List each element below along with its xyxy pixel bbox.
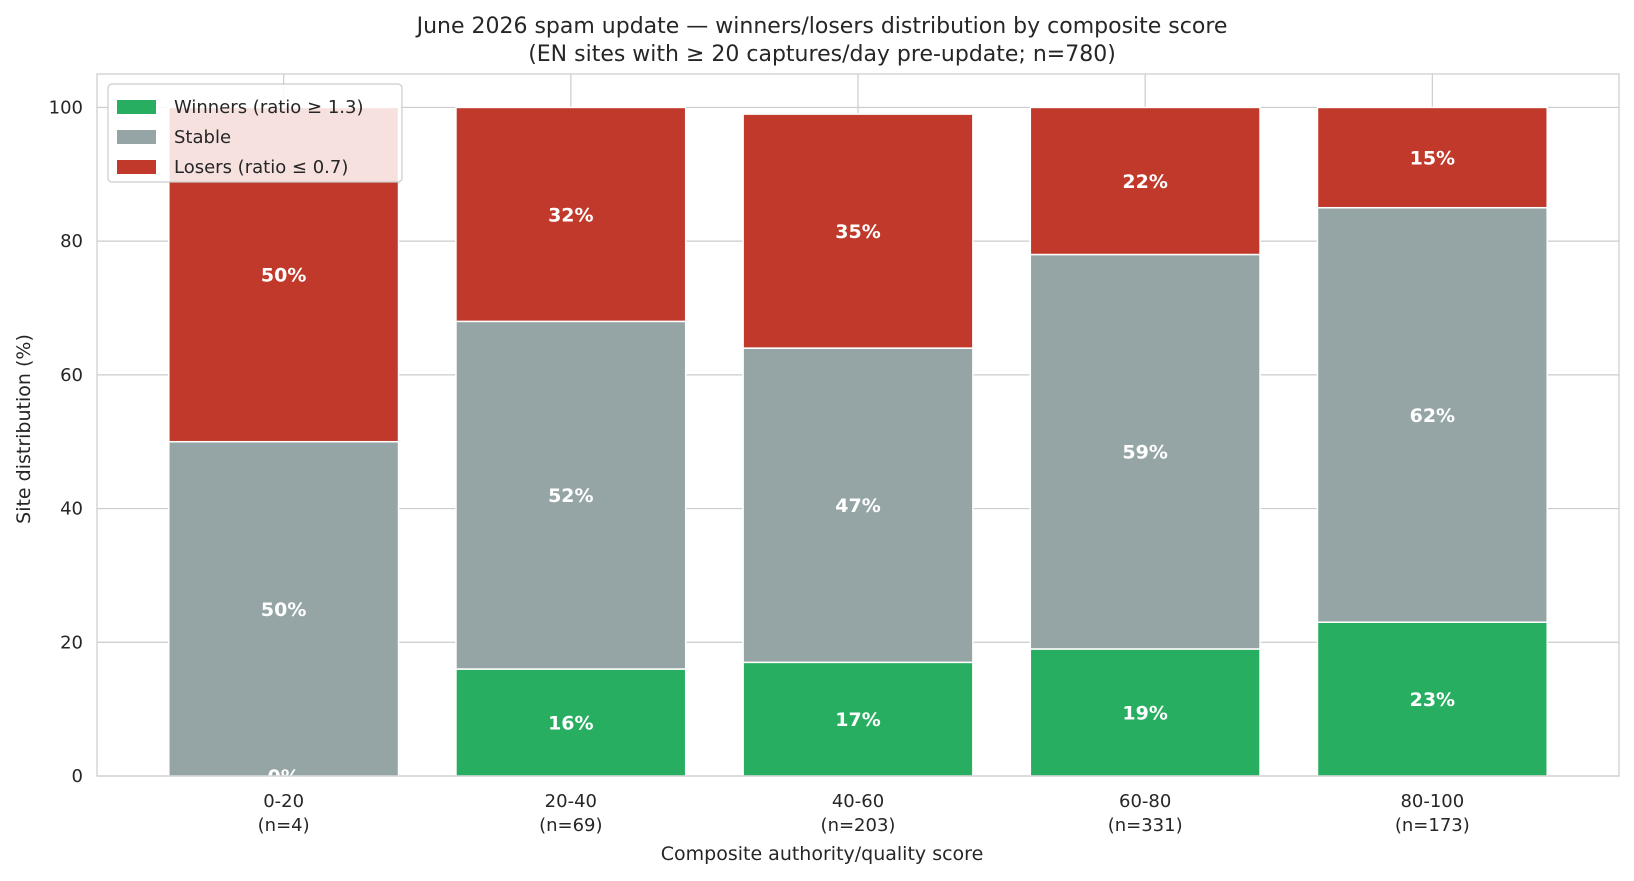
chart-subtitle: (EN sites with ≥ 20 captures/day pre-upd… (528, 42, 1116, 67)
x-ticks-layer: 0-20 (n=4) 20-40 (n=69) 40-60 (n=203) 60-80 (n=… (258, 791, 1470, 836)
x-tick-label: 20-40 (545, 791, 597, 812)
x-tick-label: 80-100 (1400, 791, 1464, 812)
plot-frame (96, 73, 1620, 777)
x-tick-count-label: (n=4) (258, 815, 310, 836)
bar-segment-losers (1316, 106, 1548, 209)
bar-segment-stable (168, 440, 400, 777)
bar-labels-layer: 0% 50% 50% 16% 52% 32% 17% 47% 35% 19% 59% 22% 23% 62… (261, 148, 1455, 788)
legend-entry-label: Losers (ratio ≤ 0.7) (174, 157, 348, 178)
bar-value-label: 52% (548, 485, 593, 507)
chart-title: June 2026 spam update — winners/losers d… (415, 14, 1228, 39)
x-tick-count-label: (n=331) (1108, 815, 1183, 836)
legend-swatch (117, 130, 156, 144)
y-tick-label: 80 (60, 231, 83, 252)
bar-value-label: 15% (1410, 148, 1455, 170)
y-tick-label: 100 (49, 97, 83, 118)
bar-value-label: 22% (1122, 171, 1167, 193)
bar-value-label: 35% (835, 221, 880, 243)
bar-segment-losers (1029, 106, 1261, 256)
bar-value-label: 47% (835, 495, 880, 517)
bars-layer (168, 106, 1548, 777)
bar-value-label: 23% (1410, 689, 1455, 711)
legend-entry-label: Stable (174, 127, 231, 148)
bar-segment-stable (1316, 206, 1548, 623)
bar-value-label: 50% (261, 599, 306, 621)
bar-value-label: 62% (1410, 405, 1455, 427)
bar-segment-losers (742, 113, 974, 349)
bar-segment-winners (455, 668, 687, 777)
bar-value-label: 32% (548, 204, 593, 226)
bar-segment-stable (742, 347, 974, 664)
legend-box (107, 83, 403, 183)
y-tick-label: 60 (60, 365, 83, 386)
y-tick-label: 40 (60, 499, 83, 520)
x-tick-label: 0-20 (263, 791, 304, 812)
x-tick-count-label: (n=173) (1395, 815, 1470, 836)
y-tick-label: 0 (72, 766, 83, 787)
x-tick-count-label: (n=69) (539, 815, 602, 836)
bar-segment-stable (455, 320, 687, 670)
bar-segment-losers (455, 106, 687, 323)
bar-segment-stable (1029, 253, 1261, 650)
bar-value-label: 50% (261, 265, 306, 287)
x-tick-label: 60-80 (1119, 791, 1171, 812)
y-axis-label: Site distribution (%) (13, 334, 35, 524)
bar-value-label: 19% (1122, 702, 1167, 724)
x-tick-label: 40-60 (832, 791, 884, 812)
legend-entry-label: Winners (ratio ≥ 1.3) (174, 97, 364, 118)
bar-segment-winners (1316, 621, 1548, 777)
bar-value-label: 59% (1122, 442, 1167, 464)
legend-swatch (117, 160, 156, 174)
bar-value-label: 16% (548, 713, 593, 735)
legend-swatch (117, 100, 156, 114)
y-tick-label: 20 (60, 632, 83, 653)
x-tick-count-label: (n=203) (821, 815, 896, 836)
x-axis-label: Composite authority/quality score (661, 843, 984, 865)
bar-value-label: 0% (268, 766, 300, 788)
bar-value-label: 17% (835, 709, 880, 731)
y-ticks-layer: 0 20 40 60 80 100 (49, 97, 83, 787)
legend: Winners (ratio ≥ 1.3) Stable Losers (ratio… (107, 83, 403, 183)
bar-segment-winners (1029, 648, 1261, 777)
